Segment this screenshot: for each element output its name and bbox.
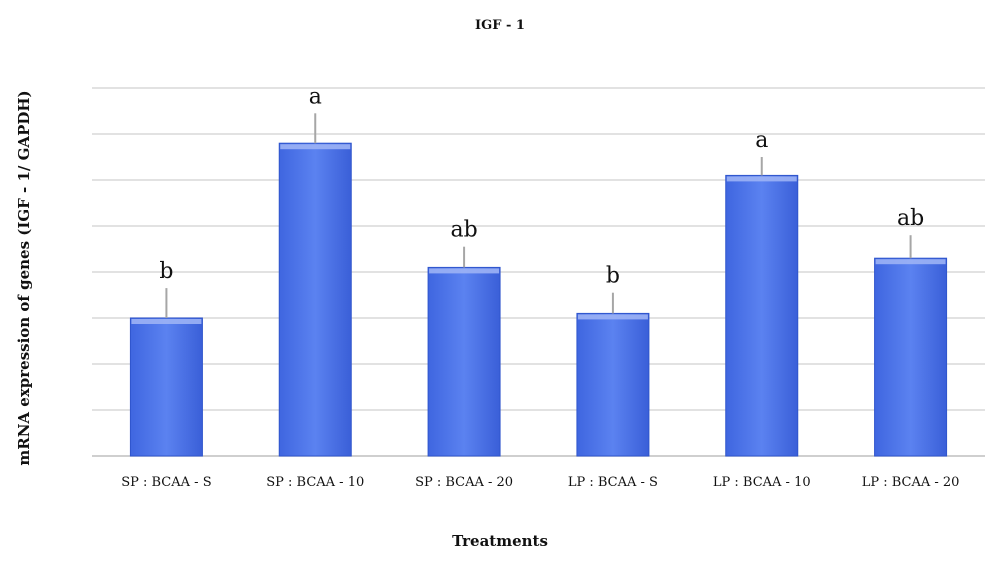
significance-label: b bbox=[159, 259, 173, 284]
bar bbox=[874, 257, 948, 457]
x-tick-label: SP : BCAA - S bbox=[121, 475, 211, 490]
x-tick-label: LP : BCAA - 10 bbox=[713, 475, 811, 490]
significance-label: b bbox=[606, 264, 620, 289]
bar-highlight bbox=[131, 319, 202, 324]
bar-highlight bbox=[577, 314, 648, 320]
bar bbox=[129, 317, 203, 457]
bar-highlight bbox=[280, 144, 351, 150]
bar bbox=[278, 142, 352, 457]
bar-highlight bbox=[875, 259, 946, 265]
significance-label: a bbox=[755, 128, 768, 153]
bar-highlight bbox=[726, 176, 797, 182]
significance-label: a bbox=[309, 84, 322, 109]
significance-label: ab bbox=[450, 218, 477, 243]
chart-title: IGF - 1 bbox=[475, 18, 525, 33]
x-tick-label: LP : BCAA - 20 bbox=[862, 475, 960, 490]
significance-label: ab bbox=[897, 206, 924, 231]
bar bbox=[427, 266, 501, 457]
x-axis-title: Treatments bbox=[452, 532, 548, 550]
bar bbox=[576, 312, 650, 457]
x-tick-label: SP : BCAA - 10 bbox=[266, 475, 364, 490]
x-tick-label: LP : BCAA - S bbox=[568, 475, 658, 490]
y-axis-title: mRNA expression of genes (IGF - 1/ GAPDH… bbox=[15, 90, 33, 466]
x-tick-label: SP : BCAA - 20 bbox=[415, 475, 513, 490]
bar bbox=[725, 174, 799, 457]
bar-highlight bbox=[429, 268, 500, 274]
